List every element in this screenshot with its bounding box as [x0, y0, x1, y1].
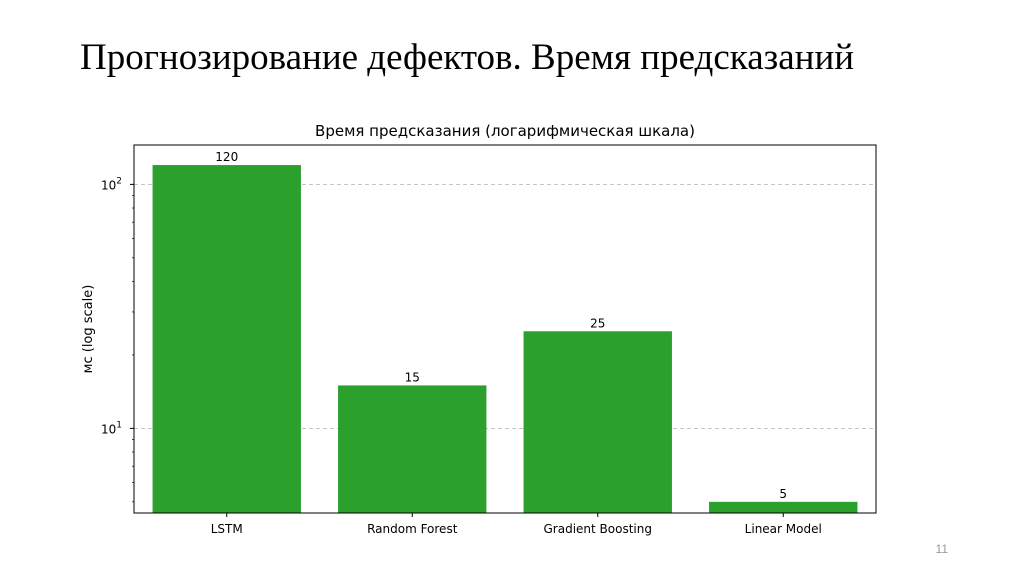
bars: 120 15 25 5 [152, 150, 858, 513]
bar-value-label-3: 5 [779, 487, 787, 501]
x-tick-label-2: Gradient Boosting [544, 522, 652, 536]
page-number: 11 [935, 542, 948, 556]
plot-area-frame [133, 144, 877, 514]
x-tick-label-1: Random Forest [367, 522, 458, 536]
x-tick-label-0: LSTM [211, 522, 243, 536]
grid-lines [134, 183, 876, 429]
x-tick-label-3: Linear Model [745, 522, 822, 536]
y-tick-label-1: 102 [101, 176, 122, 192]
bar-value-label-1: 15 [405, 370, 420, 384]
y-axis: 101 102 [101, 176, 134, 503]
x-axis: LSTM Random Forest Gradient Boosting Linear… [211, 513, 822, 536]
y-tick-label-0: 101 [101, 420, 122, 436]
slide-title: Прогнозирование дефектов. Время предсказ… [80, 37, 855, 78]
bar-value-label-0: 120 [215, 150, 238, 164]
bar-0 [152, 165, 301, 513]
bar-1 [338, 385, 487, 513]
y-axis-label: мс (log scale) [81, 285, 96, 374]
bar-value-label-2: 25 [590, 316, 605, 330]
chart-title: Время предсказания (логарифмическая шкал… [315, 122, 695, 140]
bar-2 [523, 331, 672, 513]
bar-3 [709, 501, 858, 513]
